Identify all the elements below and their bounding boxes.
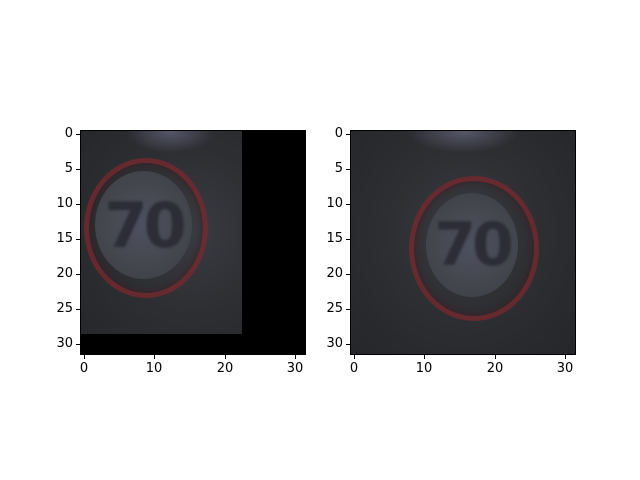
x-tick-mark: [354, 355, 355, 359]
y-tick-label: 15: [326, 231, 343, 246]
left-image-frame: 70: [80, 130, 306, 355]
y-tick-label: 5: [64, 161, 73, 176]
y-tick-label: 0: [64, 126, 73, 141]
right-top-glow: [407, 131, 519, 153]
left-speed-sign-face: 70: [95, 171, 192, 279]
x-tick-mark: [84, 355, 85, 359]
x-tick-mark: [565, 355, 566, 359]
x-tick-mark: [295, 355, 296, 359]
x-tick-label: 10: [145, 361, 163, 376]
left-top-glow: [125, 131, 216, 153]
y-tick-label: 30: [326, 336, 343, 351]
y-tick-mark: [76, 344, 80, 345]
left-black-mask-right: [242, 131, 305, 354]
y-tick-mark: [346, 274, 350, 275]
right-image-frame: 70: [350, 130, 576, 355]
right-speed-limit-text: 70: [434, 210, 514, 280]
y-tick-label: 5: [334, 161, 343, 176]
x-tick-mark: [495, 355, 496, 359]
x-tick-label: 20: [486, 361, 504, 376]
y-tick-label: 25: [326, 301, 343, 316]
y-tick-mark: [346, 204, 350, 205]
x-tick-label: 0: [79, 361, 89, 376]
y-tick-mark: [346, 134, 350, 135]
x-tick-label: 30: [286, 361, 304, 376]
y-tick-mark: [76, 134, 80, 135]
y-tick-mark: [76, 169, 80, 170]
y-tick-mark: [346, 169, 350, 170]
y-tick-mark: [346, 344, 350, 345]
left-image-panel: 70 0 10 20 30 0 5 10 15 20 25 30: [56, 127, 306, 376]
y-tick-mark: [76, 239, 80, 240]
y-tick-label: 15: [56, 231, 73, 246]
left-speed-sign-ring: [84, 158, 208, 298]
x-tick-label: 0: [349, 361, 359, 376]
x-tick-mark: [424, 355, 425, 359]
x-tick-label: 10: [415, 361, 433, 376]
right-speed-sign-ring: [409, 176, 539, 321]
y-tick-label: 20: [56, 266, 73, 281]
y-tick-label: 0: [334, 126, 343, 141]
right-image-panel: 70 0 10 20 30 0 5 10 15 20 25 30: [326, 127, 576, 376]
y-tick-label: 25: [56, 301, 73, 316]
y-tick-label: 10: [56, 196, 73, 211]
y-tick-label: 10: [326, 196, 343, 211]
left-speed-limit-text: 70: [104, 188, 186, 262]
x-tick-mark: [225, 355, 226, 359]
left-black-mask-bottom: [81, 334, 305, 354]
y-tick-mark: [76, 274, 80, 275]
right-speed-sign-face: 70: [426, 193, 518, 297]
y-tick-mark: [76, 204, 80, 205]
y-tick-label: 30: [56, 336, 73, 351]
y-tick-label: 20: [326, 266, 343, 281]
x-tick-mark: [154, 355, 155, 359]
y-tick-mark: [76, 309, 80, 310]
y-tick-mark: [346, 239, 350, 240]
x-tick-label: 20: [216, 361, 234, 376]
x-tick-label: 30: [556, 361, 574, 376]
y-tick-mark: [346, 309, 350, 310]
